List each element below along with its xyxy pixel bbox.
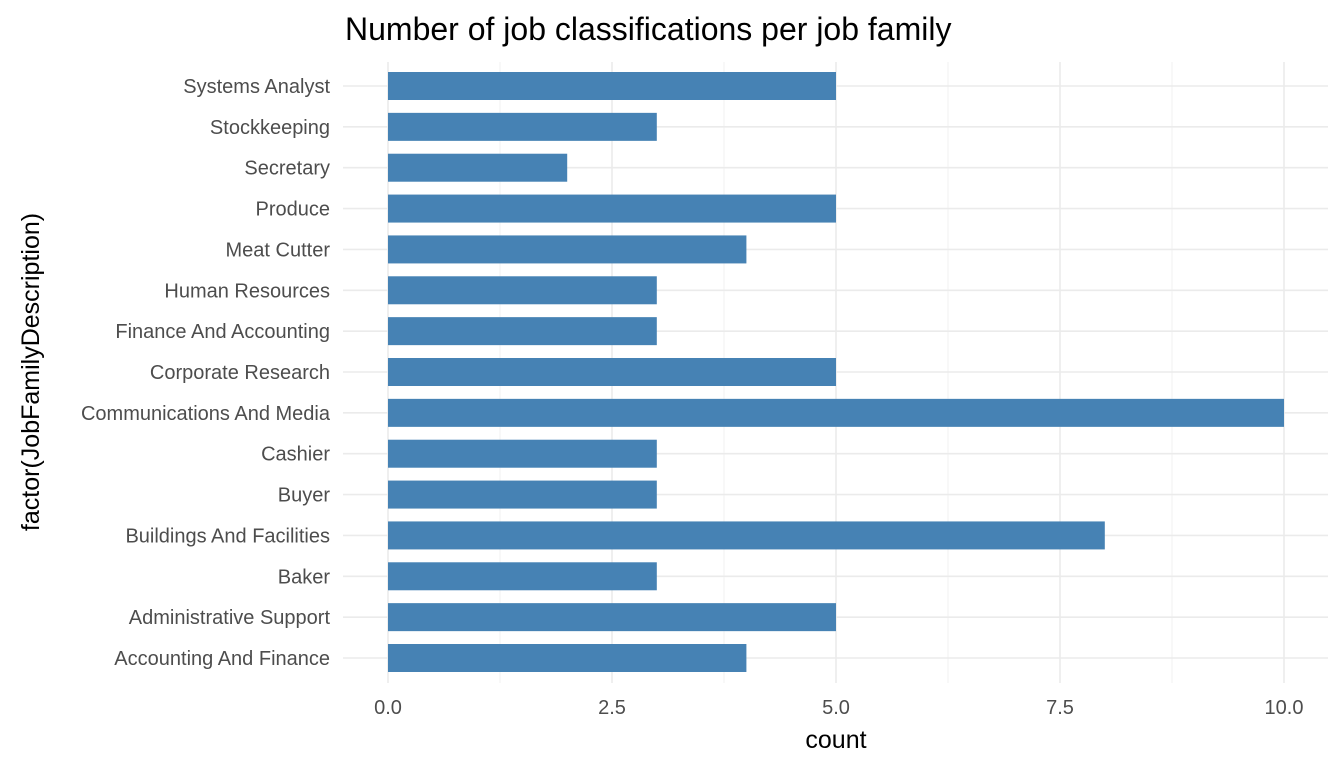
x-tick-label: 7.5 — [1046, 697, 1074, 719]
bar — [388, 72, 836, 100]
bar — [388, 358, 836, 386]
y-tick-labels: Accounting And Finance Administrative Sup… — [81, 76, 331, 670]
y-tick-label: Accounting And Finance — [114, 648, 330, 670]
bar — [388, 398, 1284, 427]
bar — [388, 317, 657, 346]
y-tick-label: Communications And Media — [81, 403, 331, 425]
bar — [388, 439, 657, 468]
y-tick-label: Meat Cutter — [226, 239, 331, 261]
chart-title: Number of job classifications per job fa… — [345, 11, 951, 47]
y-tick-label: Administrative Support — [129, 607, 331, 629]
bar — [388, 194, 836, 223]
bar — [388, 112, 657, 141]
bar — [388, 480, 657, 509]
x-tick-labels: 0.0 2.5 5.0 7.5 10.0 — [374, 697, 1303, 719]
bar — [388, 521, 1105, 550]
bars — [388, 72, 1284, 672]
x-tick-label: 2.5 — [598, 697, 626, 719]
x-tick-label: 0.0 — [374, 697, 402, 719]
y-tick-label: Buyer — [278, 485, 331, 507]
y-tick-label: Cashier — [261, 444, 330, 466]
y-tick-label: Human Resources — [164, 280, 330, 302]
y-axis-title: factor(JobFamilyDescription) — [17, 213, 45, 531]
y-tick-label: Corporate Research — [150, 362, 330, 384]
bar — [388, 153, 568, 182]
bar — [388, 276, 657, 305]
y-tick-label: Secretary — [244, 158, 330, 180]
bar — [388, 603, 836, 632]
y-tick-label: Finance And Accounting — [115, 321, 330, 343]
x-tick-label: 10.0 — [1265, 697, 1304, 719]
y-tick-label: Stockkeeping — [210, 117, 330, 139]
x-axis-title: count — [805, 726, 866, 754]
bar — [388, 562, 657, 591]
x-tick-label: 5.0 — [822, 697, 850, 719]
y-tick-label: Buildings And Facilities — [125, 525, 330, 547]
y-tick-label: Baker — [278, 566, 331, 588]
y-tick-label: Produce — [256, 199, 331, 221]
bar — [388, 644, 747, 672]
bar — [388, 235, 747, 264]
y-tick-label: Systems Analyst — [183, 76, 330, 98]
